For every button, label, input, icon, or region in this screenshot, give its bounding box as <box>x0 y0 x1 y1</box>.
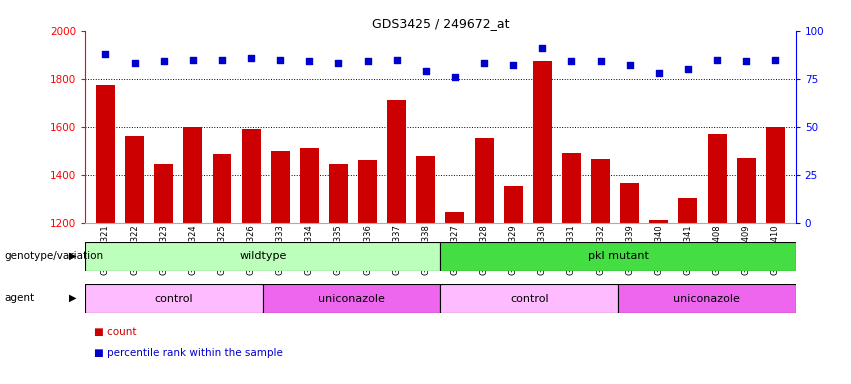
Bar <box>358 161 377 223</box>
Bar <box>440 242 796 271</box>
Bar <box>737 158 756 223</box>
Point <box>448 74 462 80</box>
Title: GDS3425 / 249672_at: GDS3425 / 249672_at <box>372 17 509 30</box>
Bar <box>591 159 610 223</box>
Bar <box>125 136 144 223</box>
Text: ▶: ▶ <box>69 293 76 303</box>
Point <box>477 60 491 66</box>
Text: wildtype: wildtype <box>239 251 287 262</box>
Point <box>740 58 753 65</box>
Point <box>303 58 317 65</box>
Point <box>186 56 200 63</box>
Bar <box>85 284 263 313</box>
Bar <box>620 183 639 223</box>
Point <box>564 58 578 65</box>
Text: ■ percentile rank within the sample: ■ percentile rank within the sample <box>94 348 283 358</box>
Text: uniconazole: uniconazole <box>673 293 740 304</box>
Bar <box>618 284 796 313</box>
Bar <box>154 164 174 223</box>
Point <box>711 56 724 63</box>
Point <box>681 66 694 72</box>
Text: genotype/variation: genotype/variation <box>4 251 103 261</box>
Bar <box>183 127 203 223</box>
Point <box>594 58 608 65</box>
Text: pkl mutant: pkl mutant <box>587 251 648 262</box>
Bar <box>329 164 348 223</box>
Bar <box>213 154 231 223</box>
Point <box>332 60 346 66</box>
Point <box>215 56 229 63</box>
Bar <box>300 148 319 223</box>
Point <box>273 56 287 63</box>
Text: ■ count: ■ count <box>94 327 136 337</box>
Point <box>99 51 112 57</box>
Point <box>535 45 549 51</box>
Point <box>652 70 665 76</box>
Point <box>128 60 141 66</box>
Bar <box>562 153 581 223</box>
Text: control: control <box>510 293 549 304</box>
Bar <box>416 156 436 223</box>
Point <box>623 62 637 68</box>
Point <box>768 56 782 63</box>
Point <box>157 58 170 65</box>
Text: ▶: ▶ <box>69 251 76 261</box>
Bar <box>271 151 289 223</box>
Bar <box>242 129 260 223</box>
Bar <box>96 85 115 223</box>
Bar <box>85 242 440 271</box>
Bar <box>445 212 465 223</box>
Bar <box>504 185 523 223</box>
Point <box>244 55 258 61</box>
Bar <box>649 220 668 223</box>
Text: control: control <box>155 293 193 304</box>
Point <box>419 68 432 74</box>
Bar <box>533 61 551 223</box>
Point <box>361 58 374 65</box>
Bar <box>475 137 494 223</box>
Point <box>506 62 520 68</box>
Bar <box>766 127 785 223</box>
Bar <box>440 284 618 313</box>
Bar <box>707 134 727 223</box>
Bar <box>678 197 698 223</box>
Point <box>390 56 403 63</box>
Bar <box>263 284 440 313</box>
Text: agent: agent <box>4 293 34 303</box>
Text: uniconazole: uniconazole <box>318 293 385 304</box>
Bar <box>387 100 406 223</box>
